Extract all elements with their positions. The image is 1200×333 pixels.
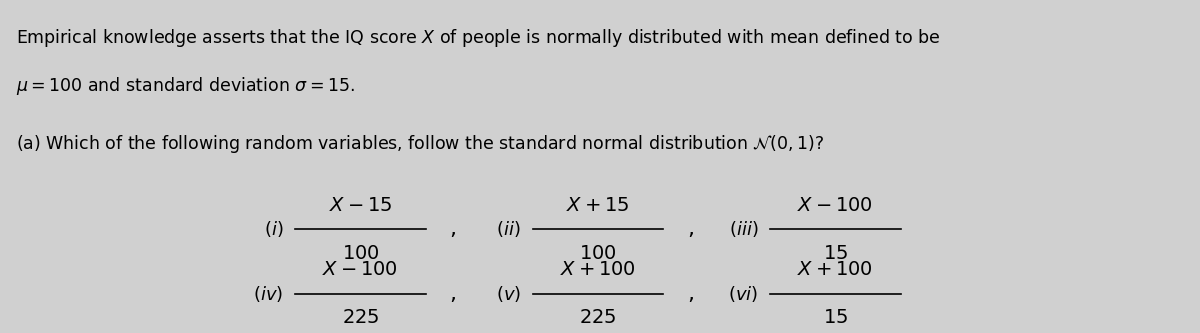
Text: $100$: $100$ [580,244,617,263]
Text: $X - 100$: $X - 100$ [798,196,874,215]
Text: $(i)$: $(i)$ [264,219,283,239]
Text: $X + 100$: $X + 100$ [560,260,636,279]
Text: $X + 100$: $X + 100$ [798,260,874,279]
Text: $225$: $225$ [342,308,379,327]
Text: $\mu = 100$ and standard deviation $\sigma = 15$.: $\mu = 100$ and standard deviation $\sig… [16,75,355,97]
Text: $(v)$: $(v)$ [496,284,521,304]
Text: $100$: $100$ [342,244,379,263]
Text: $(iv)$: $(iv)$ [253,284,283,304]
Text: $15$: $15$ [823,244,848,263]
Text: $(iii)$: $(iii)$ [728,219,758,239]
Text: $X - 100$: $X - 100$ [323,260,398,279]
Text: $225$: $225$ [580,308,617,327]
Text: $X + 15$: $X + 15$ [566,196,630,215]
Text: ,: , [450,284,456,304]
Text: $X - 15$: $X - 15$ [329,196,392,215]
Text: ,: , [450,219,456,239]
Text: $(vi)$: $(vi)$ [728,284,758,304]
Text: $(ii)$: $(ii)$ [497,219,521,239]
Text: $15$: $15$ [823,308,848,327]
Text: ,: , [688,219,694,239]
Text: Empirical knowledge asserts that the IQ score $\mathit{X}$ of people is normally: Empirical knowledge asserts that the IQ … [16,27,941,49]
Text: (a) Which of the following random variables, follow the standard normal distribu: (a) Which of the following random variab… [16,133,824,155]
Text: ,: , [688,284,694,304]
